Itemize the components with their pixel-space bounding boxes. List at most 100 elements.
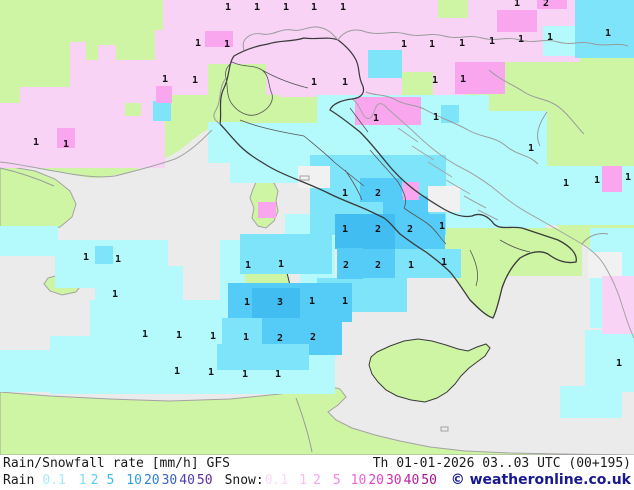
rain-scale-value: 20 (143, 473, 160, 488)
africa-landmass (0, 384, 634, 455)
precip-cell (337, 248, 363, 279)
precip-value-label: 1 (489, 36, 495, 47)
precip-value-label: 1 (112, 289, 118, 300)
precip-value-label: 1 (514, 0, 520, 9)
sicily-island (368, 338, 491, 403)
rain-scale-values: 0.1 1 2 5 10 20 30 40 50 (34, 473, 212, 489)
precip-cell (441, 105, 459, 123)
french-coastline (0, 129, 213, 178)
precip-cell (395, 214, 445, 249)
precip-value-label: 1 (174, 366, 180, 377)
precip-cell (403, 182, 419, 200)
rain-scale-label: Rain (3, 473, 35, 488)
snow-scale-value: 0.1 (264, 473, 289, 488)
legend-bar: Rain/Snowfall rate [mm/h] GFS Th 01-01-2… (0, 455, 634, 490)
precip-cell (560, 386, 622, 418)
rain-scale-value: 50 (196, 473, 213, 488)
precip-value-label: 1 (142, 329, 148, 340)
snow-scale-value: 30 (385, 473, 402, 488)
precip-cell (537, 0, 567, 9)
snow-scale-value: 10 (350, 473, 367, 488)
copyright: © weatheronline.co.uk (450, 472, 631, 488)
precip-value-label: 1 (408, 260, 414, 271)
alpine-border (219, 37, 365, 125)
weather-map-canvas: 1 1 1 1 1 1 2 1 1 1 1 1 1 1 1 1 1 1 1 1 1 1 1 1 1 1 1 1 1 1 1 2 1 2 2 1 1 1 1 1… (0, 0, 634, 455)
snow-scale-value: 40 (403, 473, 420, 488)
precip-cell (0, 350, 120, 392)
precip-value-label: 1 (275, 369, 281, 380)
precip-cell (70, 60, 165, 88)
precip-value-label: 1 (242, 369, 248, 380)
precip-numbers-layer: 1 1 1 1 1 1 2 1 1 1 1 1 1 1 1 1 1 1 1 1 1 1 1 1 1 1 1 1 1 1 1 2 1 2 2 1 1 1 1 1… (33, 0, 631, 380)
country-borders (0, 26, 629, 453)
precip-cell (70, 42, 86, 64)
precip-value-label: 1 (283, 2, 289, 13)
precip-value-label: 1 (243, 332, 249, 343)
precip-value-label: 2 (277, 333, 283, 344)
precip-value-label: 1 (192, 75, 198, 86)
precip-cell (153, 101, 171, 121)
precip-cell (217, 344, 309, 370)
precip-value-label: 1 (244, 297, 250, 308)
precip-value-label: 1 (311, 2, 317, 13)
precip-cell (355, 97, 421, 125)
precip-value-label: 1 (342, 188, 348, 199)
snow-scale-values: 0.1 1 2 5 10 20 30 40 50 (264, 473, 437, 489)
precip-value-label: 2 (543, 0, 549, 9)
precip-value-label: 1 (33, 137, 39, 148)
precip-value-label: 1 (563, 178, 569, 189)
precip-value-label: 1 (616, 358, 622, 369)
coastline-layer (0, 26, 634, 453)
precip-cell (455, 62, 505, 94)
precip-value-label: 2 (407, 224, 413, 235)
elba-island (299, 175, 310, 181)
balkan-coastline (351, 98, 634, 339)
snow-scale-value: 50 (421, 473, 437, 488)
precip-value-label: 1 (340, 2, 346, 13)
precip-value-label: 1 (547, 32, 553, 43)
precip-value-label: 1 (278, 259, 284, 270)
precip-cell (438, 0, 468, 18)
precip-value-label: 1 (309, 296, 315, 307)
rain-scale-value: 40 (179, 473, 195, 488)
rain-scale-value: 30 (161, 473, 178, 488)
precipitation-cells-layer (0, 0, 634, 418)
rain-scale-value: 5 (106, 473, 115, 488)
snow-scale-value: 2 (313, 473, 321, 488)
precip-value-label: 1 (210, 331, 216, 342)
precip-value-label: 1 (594, 175, 600, 186)
precip-cell (428, 186, 460, 212)
precip-cell (0, 226, 58, 256)
snow-scale-label: Snow: (224, 473, 264, 488)
rain-scale-value: 0.1 (42, 473, 66, 488)
precip-value-label: 1 (460, 74, 466, 85)
precip-cell (602, 166, 622, 192)
precip-value-label: 3 (277, 297, 283, 308)
precip-value-label: 1 (459, 38, 465, 49)
precip-value-label: 2 (375, 224, 381, 235)
precip-value-label: 1 (311, 77, 317, 88)
precip-value-label: 2 (375, 260, 381, 271)
precip-value-label: 1 (441, 257, 447, 268)
precip-value-label: 1 (342, 296, 348, 307)
precip-cell (252, 288, 300, 320)
precip-value-label: 1 (254, 2, 260, 13)
precip-value-label: 1 (162, 74, 168, 85)
precip-cell (402, 72, 433, 95)
precip-cell (575, 0, 634, 58)
precip-value-label: 1 (208, 367, 214, 378)
precip-value-label: 2 (375, 188, 381, 199)
precip-cell (98, 45, 116, 63)
malta-island (440, 426, 449, 432)
precip-value-label: 1 (342, 77, 348, 88)
precip-cell (489, 68, 634, 111)
precip-value-label: 1 (528, 143, 534, 154)
italy-region-borders (225, 61, 531, 287)
precip-cell (57, 128, 75, 148)
precip-value-label: 1 (432, 75, 438, 86)
precip-value-label: 1 (176, 330, 182, 341)
precip-value-label: 1 (439, 221, 445, 232)
precip-cell (585, 330, 634, 392)
precip-value-label: 1 (342, 224, 348, 235)
precip-value-label: 1 (605, 28, 611, 39)
